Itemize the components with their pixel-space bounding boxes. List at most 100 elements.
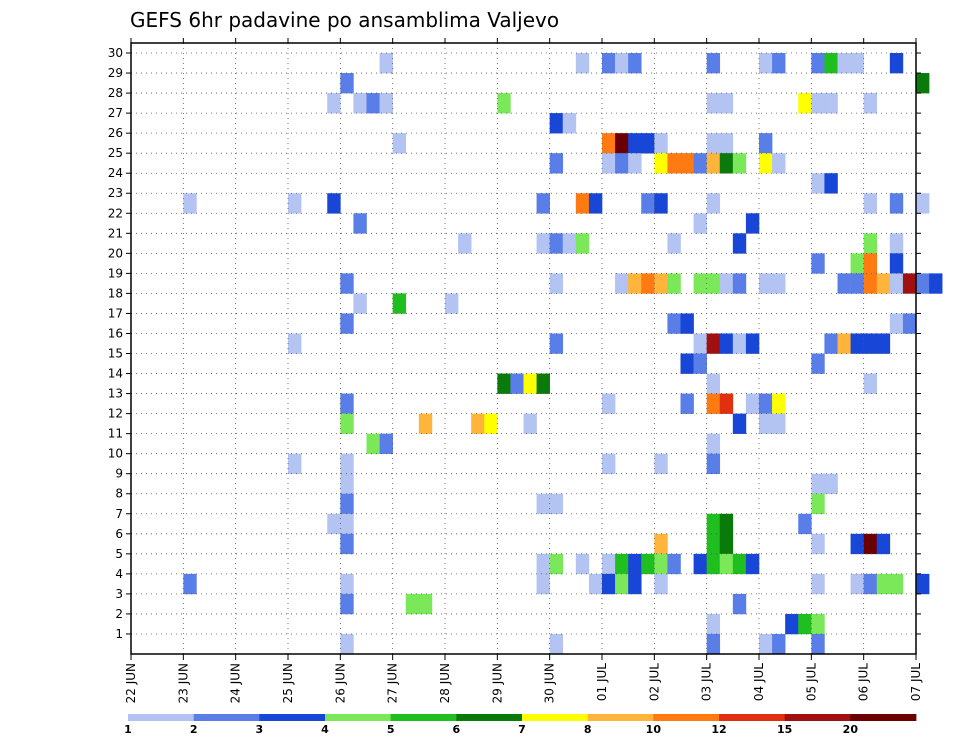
y-tick-label: 26: [108, 126, 123, 140]
y-tick-label: 24: [108, 166, 123, 180]
precip-cell: [602, 133, 616, 154]
precip-cell: [811, 493, 825, 515]
precip-cell: [654, 133, 668, 154]
precip-cell: [706, 553, 721, 575]
precip-cell: [693, 333, 707, 354]
precip-cell: [732, 413, 747, 434]
y-tick-label: 8: [115, 487, 123, 501]
x-axis: 22 JUN 23 JUN 24 JUN 25 JUN 26 JUN 27 JUN 28 J…: [124, 38, 923, 703]
precip-cell: [798, 93, 812, 114]
precip-cell: [667, 273, 681, 294]
precip-cell: [876, 573, 891, 595]
x-tick-label: 24 JUN: [229, 663, 243, 703]
chart-title: GEFS 6hr padavine po ansamblima Valjevo: [130, 8, 559, 32]
precip-cell: [706, 613, 721, 635]
precip-cell: [497, 373, 511, 394]
precip-cell: [628, 573, 642, 595]
precip-cell: [772, 53, 786, 74]
colorbar-swatch: [719, 714, 786, 721]
precip-cell: [353, 293, 367, 314]
precip-cell: [863, 93, 878, 114]
precip-cell: [706, 373, 721, 394]
precip-cell: [549, 113, 564, 134]
precip-cell: [889, 253, 904, 274]
precip-cell: [340, 393, 354, 414]
precip-cell: [772, 393, 786, 414]
x-tick-label: 22 JUN: [124, 663, 138, 703]
precip-cell: [706, 273, 721, 294]
x-tick-label: 27 JUN: [386, 663, 400, 703]
precip-cell: [824, 333, 838, 354]
y-tick-label: 20: [108, 246, 123, 260]
precip-cell: [628, 53, 642, 74]
precip-cell: [889, 273, 904, 294]
x-tick-label: 01 JUL: [595, 663, 609, 701]
precip-cell: [745, 333, 760, 354]
precip-cell: [340, 473, 354, 495]
precip-cell: [732, 593, 747, 615]
y-tick-label: 18: [108, 286, 123, 300]
precip-cell: [824, 93, 838, 114]
precip-cell: [654, 533, 668, 555]
precip-cell: [340, 413, 354, 434]
y-tick-label: 29: [108, 66, 123, 80]
y-tick-label: 4: [115, 567, 123, 581]
precip-cell: [785, 613, 799, 635]
x-tick-label: 07 JUL: [909, 663, 923, 701]
precip-cell: [602, 153, 616, 174]
precip-cell: [680, 353, 694, 374]
precip-cell: [732, 333, 747, 354]
precip-cell: [418, 413, 433, 434]
precip-cell: [863, 233, 878, 254]
grid-layer: [131, 43, 916, 654]
y-tick-label: 11: [108, 427, 123, 441]
y-tick-label: 10: [108, 447, 123, 461]
precip-cell: [732, 153, 747, 174]
precip-cell: [615, 573, 629, 595]
precip-cell: [693, 273, 707, 294]
x-tick-label: 23 JUN: [176, 663, 190, 703]
precip-cell: [772, 153, 786, 174]
colorbar-label: 20: [843, 723, 859, 736]
precip-cell: [680, 393, 694, 414]
precip-cell: [340, 493, 354, 515]
precip-cell: [759, 633, 773, 655]
precip-cell: [693, 213, 707, 234]
precip-cell: [719, 93, 734, 114]
precip-cell: [693, 153, 707, 174]
precip-cell: [811, 253, 825, 274]
colorbar-swatch: [128, 714, 195, 721]
colorbar-label: 8: [584, 723, 592, 736]
precip-cell: [615, 553, 629, 575]
colorbar-swatch: [193, 714, 260, 721]
precip-cell: [863, 253, 878, 274]
precip-cell: [745, 393, 760, 414]
precip-cell: [562, 113, 577, 134]
precip-cell: [654, 273, 668, 294]
plot-frame: [130, 42, 917, 655]
precip-cell: [706, 53, 721, 74]
precip-cell: [811, 473, 825, 495]
precip-cell: [549, 273, 564, 294]
precip-cell: [654, 153, 668, 174]
y-tick-label: 13: [108, 387, 123, 401]
precip-cell: [497, 93, 511, 114]
precip-cell: [536, 553, 550, 575]
precip-cell: [759, 393, 773, 414]
colorbar-label: 2: [190, 723, 198, 736]
precip-cell: [523, 373, 537, 394]
y-tick-label: 30: [108, 46, 123, 60]
precip-cell: [850, 333, 864, 354]
precip-cell: [327, 93, 341, 114]
precip-cell: [863, 533, 878, 555]
precip-cell: [889, 53, 904, 74]
precip-cell: [183, 193, 197, 214]
precip-cell: [863, 273, 878, 294]
y-tick-label: 7: [115, 507, 123, 521]
precip-cell: [811, 93, 825, 114]
colorbar-label: 7: [518, 723, 526, 736]
colorbar-label: 1: [124, 723, 132, 736]
precip-cell: [288, 193, 302, 214]
precip-cell: [863, 193, 878, 214]
